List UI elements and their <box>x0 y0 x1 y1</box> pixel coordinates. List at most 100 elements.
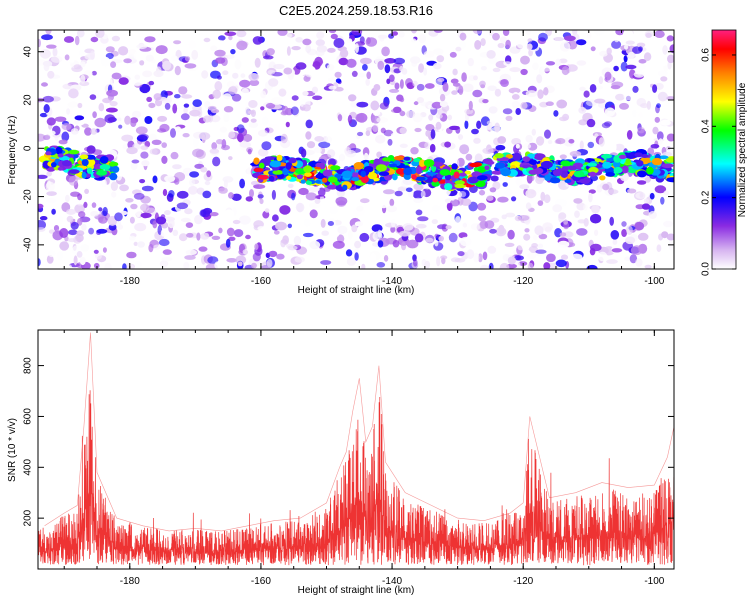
spectrogram-cell <box>598 76 604 85</box>
spectrogram-cell <box>309 209 318 219</box>
spectrogram-cell <box>223 209 235 219</box>
snr-xtick-label: -120 <box>513 576 533 587</box>
spectrogram-cell <box>239 141 251 148</box>
spectrogram-cell <box>337 114 343 122</box>
spectrogram-cell <box>450 78 459 84</box>
spectrogram-cell <box>494 88 502 97</box>
spectrogram-cell <box>350 101 360 108</box>
spectrogram-cell <box>482 251 488 261</box>
snr-ytick-label: 800 <box>23 357 34 374</box>
spectrogram-cell <box>68 169 80 174</box>
spectrogram-cell <box>214 81 223 91</box>
spectrogram-cell <box>401 241 407 251</box>
spectrogram-cell <box>223 106 234 113</box>
spectrogram-cell <box>257 174 269 180</box>
colorbar-tick-label: 0.6 <box>701 48 712 62</box>
spectrogram-cell <box>525 90 538 98</box>
colorbar-label: Normalized spectral amplitude <box>737 82 748 217</box>
spectrogram-cell <box>666 177 674 183</box>
spectrogram-cell <box>611 40 622 49</box>
spectrogram-cell <box>327 149 336 158</box>
spectrogram-cell <box>356 205 364 212</box>
spectrogram-cell <box>286 175 292 180</box>
spectrogram-cell <box>459 32 467 41</box>
spectrogram-cell <box>131 110 142 118</box>
spectrogram-cell <box>79 256 86 266</box>
spectrogram-cell <box>295 37 304 43</box>
spectrogram-cell <box>570 253 583 261</box>
spectrogram-cell <box>172 164 182 170</box>
spectrogram-cell <box>199 209 207 217</box>
spectrogram-cell <box>77 102 83 109</box>
spectrogram-cell <box>203 115 212 123</box>
spectrogram-cell <box>212 156 221 167</box>
spectrogram-cell <box>164 210 171 216</box>
spectrogram-cell <box>559 116 568 122</box>
spectrogram-cell <box>456 191 463 198</box>
spectrogram-cell <box>370 100 380 111</box>
spectrogram-cell <box>228 192 234 199</box>
spectrogram-cell <box>67 238 78 243</box>
spectrogram-cell <box>662 45 668 55</box>
spectrogram-cell <box>168 190 175 198</box>
spectrogram-cell <box>425 42 438 49</box>
spectrogram-cell <box>552 169 563 177</box>
spectrogram-cell <box>81 123 89 128</box>
spectrogram-cell <box>596 85 603 90</box>
spectrogram-cell <box>488 44 493 51</box>
spectrogram-cell <box>183 107 188 114</box>
spectrogram-cell <box>157 115 168 122</box>
spectrogram-cell <box>553 110 559 117</box>
spectrogram-cell <box>201 70 209 79</box>
spectrogram-cell <box>527 262 534 269</box>
spectrogram-cell <box>377 240 384 248</box>
spectrogram-cell <box>499 262 510 269</box>
spectrogram-cell <box>388 163 398 168</box>
spectrogram-cell <box>162 60 172 71</box>
spectrogram-cell <box>648 211 657 219</box>
spectrogram-cell <box>345 249 353 257</box>
spectrogram-cell <box>305 180 312 185</box>
spectrogram-cell <box>636 42 646 48</box>
spectrogram-cell <box>109 172 118 181</box>
spectrogram-cell <box>361 263 366 269</box>
spectrogram-cell <box>413 158 421 163</box>
spectrogram-cell <box>630 245 643 256</box>
spectrogram-cell <box>526 43 533 50</box>
spectrogram-cell <box>61 123 72 131</box>
spectrogram-cell <box>365 78 371 86</box>
spectrogram-cell <box>528 159 538 165</box>
spectrogram-cell <box>51 55 63 63</box>
spectrogram-cell <box>288 157 297 164</box>
spectrogram-cell <box>128 235 136 241</box>
spectrogram-cell <box>222 176 234 183</box>
spectrogram-cell <box>555 138 566 145</box>
spectrogram-cell <box>146 96 153 102</box>
spectrogram-cell <box>620 61 628 72</box>
spectrogram-cell <box>634 152 643 158</box>
spectrogram-cell <box>80 61 86 68</box>
spectrogram-cell <box>531 128 536 136</box>
spectrogram-cell <box>90 128 98 135</box>
spectrogram-cell <box>515 143 520 149</box>
spectrogram-cell <box>425 237 434 243</box>
spectrogram-cell <box>621 165 629 174</box>
spectrogram-cell <box>514 255 524 261</box>
spectrogram-cell <box>134 74 141 80</box>
spectrogram-cell <box>358 72 366 78</box>
spectrogram-cell <box>210 45 218 52</box>
spectrogram-cell <box>98 207 103 212</box>
spectrogram-cell <box>626 225 633 235</box>
spectrogram-cell <box>223 179 228 189</box>
spectrogram-cell <box>341 170 353 179</box>
spectrogram-cell <box>376 262 386 268</box>
spectrogram-cell <box>327 229 340 238</box>
spectrogram-cell <box>54 116 67 122</box>
spectrogram-cell <box>576 39 587 46</box>
spectrogram-cell <box>46 255 54 264</box>
spectrogram-cell <box>188 185 198 195</box>
spectrogram-cell <box>627 51 635 59</box>
spectrogram-cell <box>604 107 616 117</box>
spectrogram-cell <box>320 260 332 265</box>
spectrogram-cell <box>253 184 266 190</box>
